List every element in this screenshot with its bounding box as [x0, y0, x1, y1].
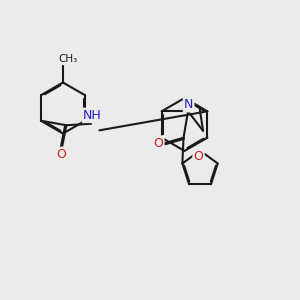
Text: O: O: [56, 148, 66, 161]
Text: CH₃: CH₃: [59, 54, 78, 64]
Text: O: O: [153, 136, 163, 150]
Text: N: N: [184, 98, 193, 111]
Text: O: O: [194, 149, 203, 163]
Text: NH: NH: [83, 109, 102, 122]
